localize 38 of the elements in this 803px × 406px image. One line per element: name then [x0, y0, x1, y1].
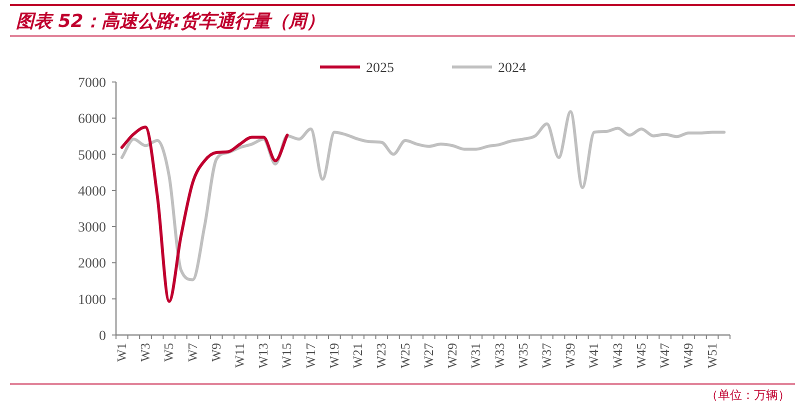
y-tick-label: 3000: [78, 220, 106, 236]
x-tick-label: W3: [138, 343, 153, 362]
x-tick-label: W5: [161, 343, 176, 362]
x-tick-label: W41: [586, 343, 602, 368]
x-tick-label: W47: [657, 342, 672, 368]
y-tick-label: 2000: [78, 256, 106, 272]
y-tick-label: 0: [99, 329, 106, 344]
x-tick-label: W1: [114, 343, 129, 362]
x-tick-label: W39: [562, 343, 578, 368]
x-tick-label: W33: [492, 343, 507, 368]
title: 图表 52：高速公路:货车通行量（周）: [16, 11, 325, 32]
y-tick-label: 6000: [78, 112, 106, 128]
y-tick-label: 7000: [78, 76, 106, 91]
x-tick-label: W23: [374, 343, 389, 368]
x-tick-label: W17: [302, 342, 318, 368]
x-tick-label: W9: [208, 343, 224, 362]
x-tick-label: W49: [680, 343, 696, 368]
y-tick-label: 1000: [78, 292, 106, 308]
x-tick-label: W19: [326, 343, 342, 368]
x-tick-label: W13: [256, 343, 271, 368]
x-tick-label: W29: [444, 343, 460, 368]
x-tick-label: W35: [515, 343, 530, 368]
x-tick-label: W7: [184, 342, 200, 362]
x-tick-label: W27: [420, 342, 436, 368]
legend-label: 2025: [366, 61, 394, 76]
x-tick-label: W15: [279, 343, 294, 368]
y-tick-label: 5000: [78, 148, 106, 164]
legend-label: 2024: [498, 61, 526, 76]
x-tick-label: W45: [633, 343, 648, 368]
x-tick-label: W43: [610, 343, 625, 368]
x-tick-label: W25: [397, 343, 412, 368]
y-tick-label: 4000: [78, 184, 106, 200]
x-tick-label: W31: [468, 343, 484, 368]
x-tick-label: W51: [704, 343, 720, 368]
x-tick-label: W11: [232, 343, 247, 368]
x-tick-label: W37: [538, 342, 554, 368]
annotation: （单位：万辆）: [706, 388, 790, 402]
x-tick-label: W21: [350, 343, 366, 368]
